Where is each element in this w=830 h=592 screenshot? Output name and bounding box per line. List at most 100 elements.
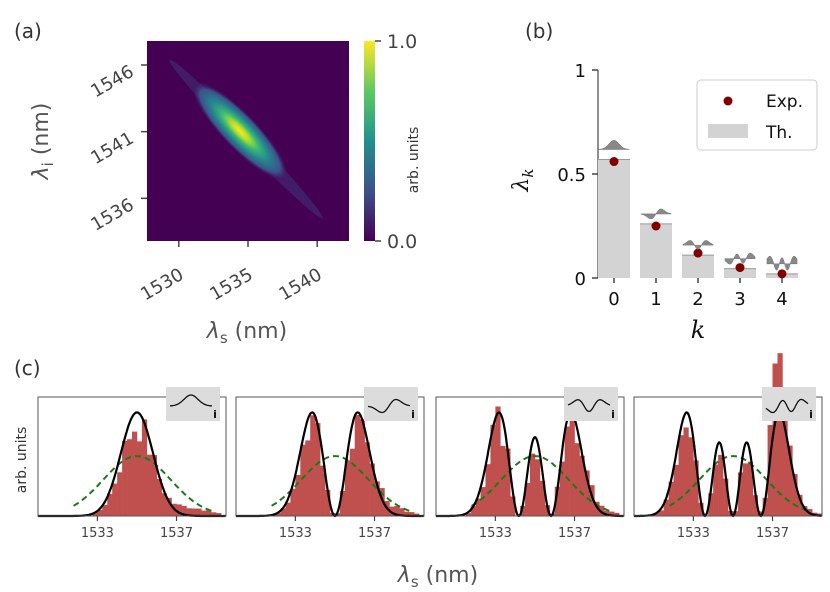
hist-bar xyxy=(186,508,192,516)
hist-x-tick-label: 1533 xyxy=(279,526,312,541)
colorbar-label: arb. units xyxy=(406,127,422,194)
hist-bar xyxy=(777,353,783,516)
hist-bar xyxy=(559,461,565,516)
heatmap-y-label: λi (nm) xyxy=(29,103,57,181)
hist-x-tick-label: 1537 xyxy=(358,526,391,541)
legend-exp-label: Exp. xyxy=(766,92,803,112)
hist-bar xyxy=(539,480,546,516)
hist-bar xyxy=(713,464,719,516)
hist-bar xyxy=(693,460,699,516)
y-label-symbol: λ xyxy=(29,166,54,180)
heatmap-x-tick-label: 1530 xyxy=(137,264,187,305)
theory-curve xyxy=(634,411,822,518)
heatmap-y-ticks: 1536 1541 1546 xyxy=(87,61,147,236)
colorbar-tick-max: 1.0 xyxy=(387,31,417,53)
hist-bar xyxy=(300,444,306,516)
hist-bar xyxy=(564,426,570,516)
hist-bar xyxy=(604,510,610,516)
hist-frame xyxy=(37,396,227,517)
hist-bar xyxy=(495,406,501,516)
hist-bar xyxy=(305,440,311,516)
panel-label-c: (c) xyxy=(14,356,41,380)
hist-bar xyxy=(136,441,143,516)
hist-bar xyxy=(107,493,113,516)
hist-bar xyxy=(325,489,331,516)
hist-x-tick-label: 1537 xyxy=(756,526,789,541)
exp-point xyxy=(693,248,703,258)
hist-bar xyxy=(737,472,744,516)
panel-label-a: (a) xyxy=(14,19,42,43)
hist-bar xyxy=(339,490,346,516)
hist-bar xyxy=(354,414,360,516)
hist-bar xyxy=(797,494,803,516)
hist-bar xyxy=(787,445,793,516)
hist-bar xyxy=(599,505,605,516)
bar-x-ticks: 0 1 2 3 4 xyxy=(608,278,788,310)
hist-bar xyxy=(117,472,123,516)
hist-bar xyxy=(579,455,585,516)
hist-subplot-2: 1533 1537 i xyxy=(435,387,625,541)
hist-bar xyxy=(762,497,768,516)
hist-bar xyxy=(470,506,476,516)
hist-bar xyxy=(658,510,664,516)
x-label-symbol: λ xyxy=(206,319,220,344)
bar-y-label: λk xyxy=(509,168,537,192)
heatmap-y-tick-label: 1546 xyxy=(87,61,137,102)
hist-bar xyxy=(290,488,296,516)
hist-bar xyxy=(394,506,400,516)
hist-bar xyxy=(747,461,754,516)
hist-bar xyxy=(723,478,729,516)
bar-y-ticks: 00.51 xyxy=(557,61,598,290)
hist-bar xyxy=(206,509,212,516)
heatmap-blob xyxy=(191,80,289,182)
heatmap-panel: 1530 1535 1540 1536 1541 1546 1.0 0.0 arb. u… xyxy=(29,31,422,347)
hist-bar xyxy=(414,513,420,516)
exp-point xyxy=(609,157,619,167)
hist-x-tick-label: 1533 xyxy=(81,526,114,541)
marginal-curve xyxy=(73,455,213,513)
hist-bar xyxy=(475,498,481,516)
hist-bar xyxy=(614,512,620,516)
bar-x-tick-label: 3 xyxy=(734,289,745,310)
y-label-unit: (nm) xyxy=(29,103,54,163)
hist-bar xyxy=(310,415,316,516)
hist-bar xyxy=(295,475,301,516)
hist-bar xyxy=(344,460,351,516)
heatmap-x-tick-label: 1540 xyxy=(276,264,326,305)
hist-bar xyxy=(525,482,531,516)
bar-y-label-sub: k xyxy=(519,168,537,177)
hist-bar xyxy=(389,506,395,516)
hist-bar xyxy=(132,431,138,516)
hist-bar xyxy=(349,448,356,516)
mode-inset-curve xyxy=(567,399,611,413)
bar-y-tick-label: 0 xyxy=(575,269,586,290)
hist-bar xyxy=(782,412,788,516)
hist-bar xyxy=(752,495,758,516)
bar-x-label: k xyxy=(691,316,706,344)
hist-x-tick-label: 1533 xyxy=(479,526,512,541)
hist-bar xyxy=(191,508,197,516)
hist-x-tick-label: 1537 xyxy=(558,526,591,541)
mode-shape-icon xyxy=(724,252,756,265)
hist-bar xyxy=(146,454,153,516)
hist-bar xyxy=(176,504,182,516)
hist-frame xyxy=(435,396,625,517)
hist-y-label: arb. units xyxy=(14,427,30,494)
heatmap-y-tick-label: 1536 xyxy=(87,194,137,235)
hist-bar xyxy=(216,513,222,516)
hist-bar xyxy=(584,470,590,516)
mode-inset-curve xyxy=(367,398,411,414)
hist-bar xyxy=(772,363,778,516)
hist-bar xyxy=(161,493,167,516)
hist-bar xyxy=(404,511,410,516)
bar-series-exp xyxy=(609,157,787,279)
mode-inset xyxy=(762,387,816,421)
hist-bar xyxy=(609,511,615,516)
hist-bar xyxy=(122,440,128,516)
hist-subplot-3: 1533 1537 i xyxy=(633,353,823,541)
theory-curve xyxy=(436,411,624,518)
bar-x-tick-label: 2 xyxy=(692,289,703,310)
hist-bar xyxy=(534,459,541,516)
hist-x-label-symbol: λ xyxy=(397,563,411,588)
